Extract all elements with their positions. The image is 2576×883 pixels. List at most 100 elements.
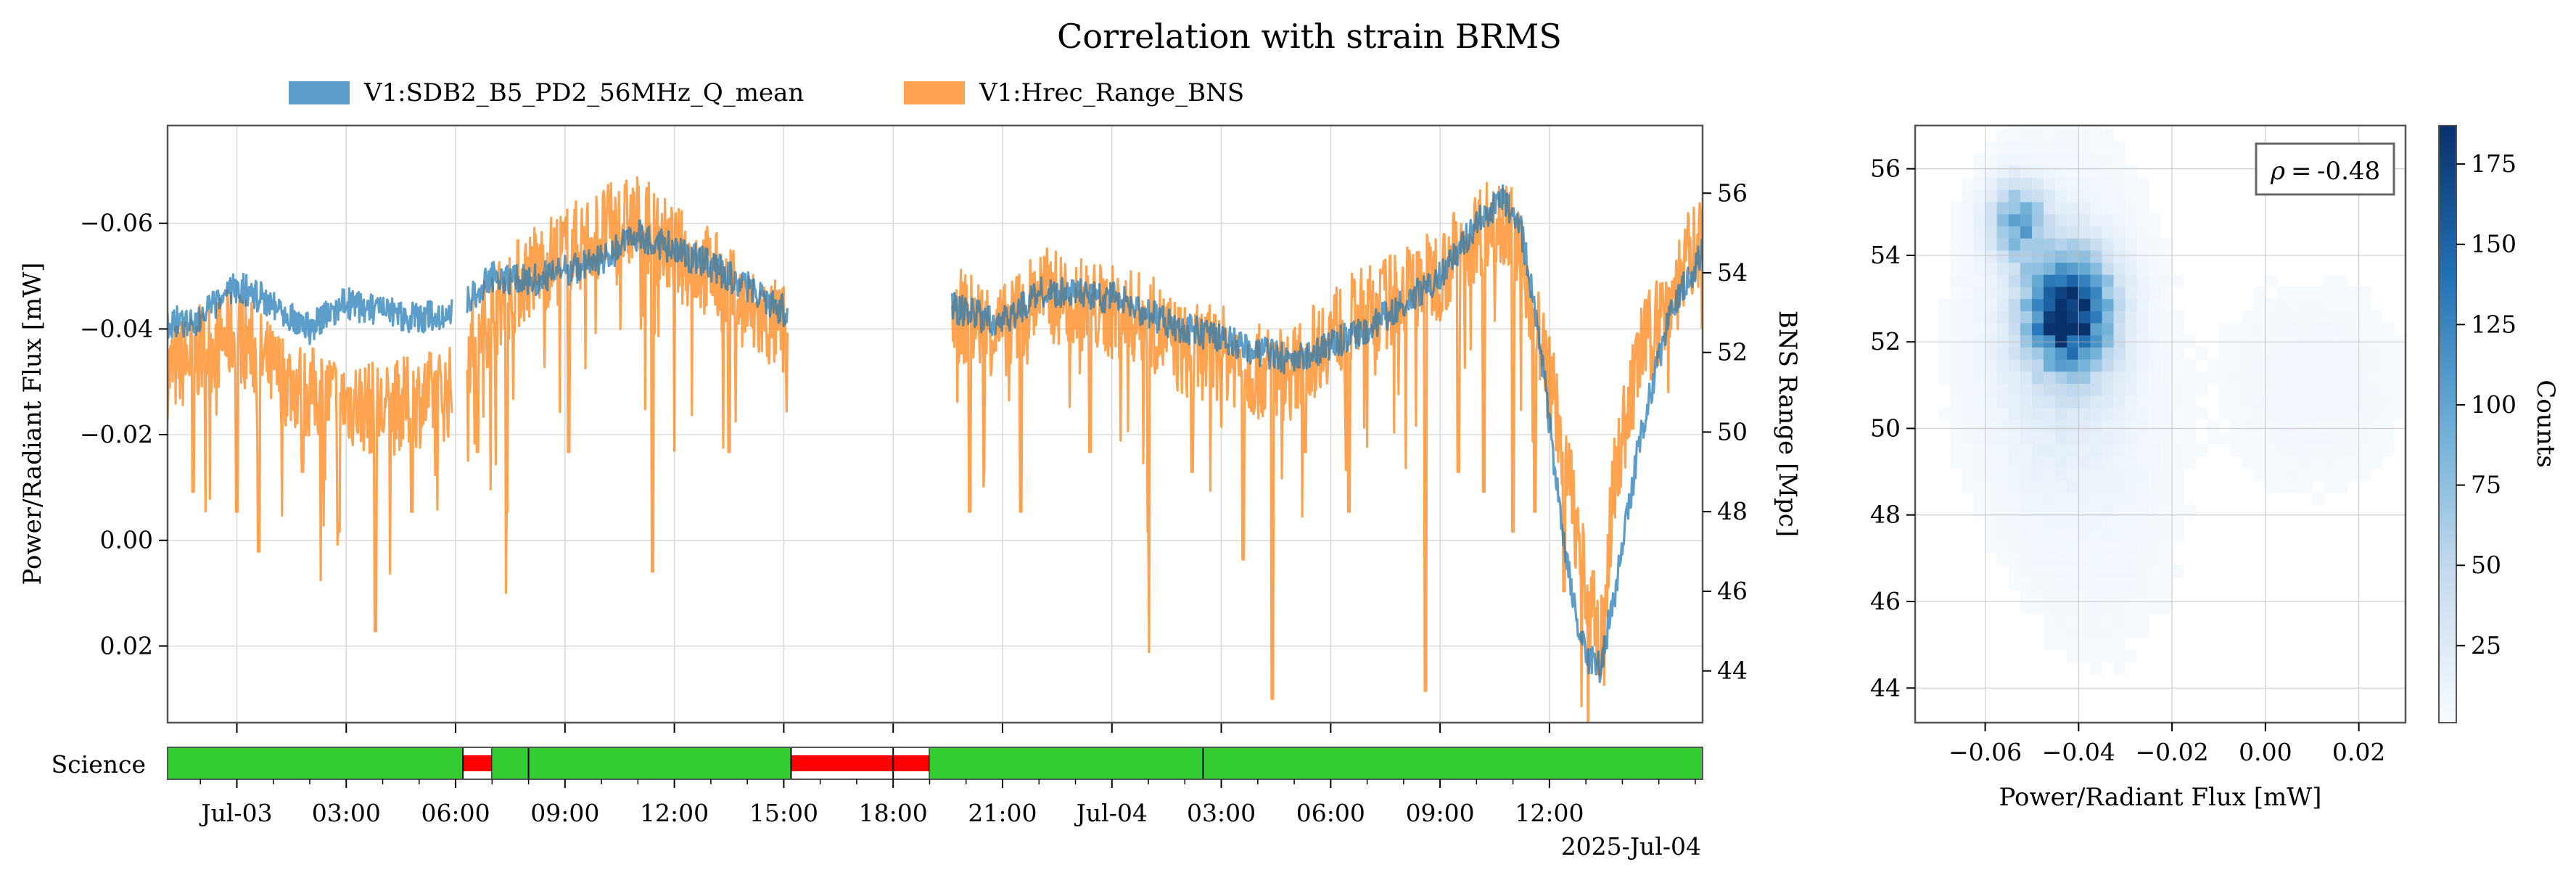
x-tick-label: Jul-04 xyxy=(1074,799,1148,827)
histogram-cell xyxy=(2382,383,2395,396)
science-segment-on xyxy=(929,747,1703,779)
histogram-cell xyxy=(2102,153,2115,166)
histogram-cell xyxy=(2312,334,2324,348)
series-pd2-flux xyxy=(168,184,1703,683)
histogram-cell xyxy=(2044,359,2056,372)
histogram-cell xyxy=(2020,250,2033,263)
histogram-cell xyxy=(2032,298,2044,311)
histogram-cell xyxy=(2102,371,2115,384)
histogram-cell xyxy=(2067,480,2079,493)
histogram-cell xyxy=(1962,443,1975,457)
histogram-cell xyxy=(2102,541,2115,554)
colorbar-ticks: 25 50 75 100 125 150 175 xyxy=(2456,149,2517,660)
histogram-cell xyxy=(1973,262,1986,275)
histogram-cell xyxy=(2136,262,2149,275)
histogram-cell xyxy=(2160,274,2173,287)
histogram-cell xyxy=(2370,347,2383,360)
histogram-cell xyxy=(2020,468,2033,481)
histogram-cell xyxy=(2230,443,2243,457)
histogram-cell xyxy=(2324,419,2336,432)
histogram-cell xyxy=(2172,347,2184,360)
histogram-cell xyxy=(2113,564,2126,578)
histogram-cell xyxy=(2253,443,2266,457)
histogram-cell xyxy=(2020,492,2033,505)
histogram-cell xyxy=(2008,322,2021,336)
histogram-cell xyxy=(1973,492,1986,505)
histogram-cell xyxy=(2160,286,2173,300)
right-y-axis: 44 46 48 50 52 54 56 xyxy=(1703,178,1748,685)
histogram-cell xyxy=(2184,371,2196,384)
histogram-cell xyxy=(1996,238,2009,251)
histogram-cell xyxy=(2090,577,2103,590)
histogram-x-tick-label: −0.02 xyxy=(2136,738,2209,766)
histogram-cell xyxy=(2067,126,2079,130)
histogram-cell xyxy=(2300,419,2313,432)
histogram-cell xyxy=(2218,371,2231,384)
histogram-cell xyxy=(2136,286,2149,300)
histogram-cell xyxy=(1996,189,2009,202)
science-segment-on xyxy=(168,747,464,779)
histogram-cell xyxy=(2300,286,2313,300)
histogram-cell xyxy=(2358,383,2371,396)
y-right-tick-label: 48 xyxy=(1717,497,1748,525)
histogram-cell xyxy=(2020,177,2033,190)
histogram-cell xyxy=(2324,298,2336,311)
histogram-cell xyxy=(2136,311,2149,324)
histogram-cell xyxy=(2289,334,2301,348)
histogram-cell xyxy=(2090,334,2103,348)
histogram-cell xyxy=(2020,419,2033,432)
histogram-cell xyxy=(2207,359,2220,372)
histogram-cell xyxy=(2148,213,2161,226)
histogram-cell xyxy=(2125,238,2138,251)
histogram-cell xyxy=(2044,202,2056,215)
histogram-cell xyxy=(2067,165,2079,178)
histogram-cell xyxy=(2055,601,2067,615)
histogram-cell xyxy=(2032,504,2044,517)
histogram-cell xyxy=(2020,601,2033,615)
histogram-cell xyxy=(2160,564,2173,578)
histogram-cell xyxy=(2312,443,2324,457)
histogram-cell xyxy=(1973,202,1986,215)
histogram-cell xyxy=(2253,371,2266,384)
histogram-y-tick-label: 48 xyxy=(1870,501,1901,529)
histogram-cell xyxy=(2277,432,2289,445)
histogram-cell xyxy=(2324,395,2336,408)
histogram-cell xyxy=(2253,395,2266,408)
histogram-cell xyxy=(2136,492,2149,505)
histogram-cell xyxy=(2102,298,2115,311)
histogram-cell xyxy=(1985,298,1998,311)
histogram-cell xyxy=(2230,419,2243,432)
histogram-cell xyxy=(2067,395,2079,408)
histogram-cell xyxy=(2113,456,2126,469)
histogram-cell xyxy=(1962,359,1975,372)
histogram-cell xyxy=(2020,238,2033,251)
histogram-cell xyxy=(2136,177,2149,190)
histogram-cell xyxy=(2136,577,2149,590)
histogram-cell xyxy=(2055,432,2067,445)
histogram-y-tick-label: 44 xyxy=(1870,673,1901,702)
histogram-cell xyxy=(2125,177,2138,190)
histogram-cell xyxy=(2347,456,2360,469)
histogram-cell xyxy=(2172,371,2184,384)
histogram-cell xyxy=(2136,419,2149,432)
histogram-cell xyxy=(1996,226,2009,239)
histogram-cell xyxy=(2113,432,2126,445)
histogram-cell xyxy=(2172,395,2184,408)
histogram-cell xyxy=(2044,298,2056,311)
histogram-cell xyxy=(2044,250,2056,263)
histogram-cell xyxy=(2265,407,2278,421)
histogram-cell xyxy=(2393,371,2406,384)
histogram-cell xyxy=(2055,371,2067,384)
histogram-cell xyxy=(2032,202,2044,215)
histogram-cell xyxy=(2020,347,2033,360)
histogram-cell xyxy=(2055,322,2067,336)
histogram-cell xyxy=(2090,541,2103,554)
histogram-cell xyxy=(2078,359,2091,372)
histogram-cell xyxy=(2032,322,2044,336)
y-right-tick-label: 44 xyxy=(1717,657,1748,685)
histogram-cell xyxy=(2136,189,2149,202)
histogram-cell xyxy=(2265,347,2278,360)
histogram-x-tick-label: −0.06 xyxy=(1949,738,2022,766)
histogram-cell xyxy=(2277,468,2289,481)
